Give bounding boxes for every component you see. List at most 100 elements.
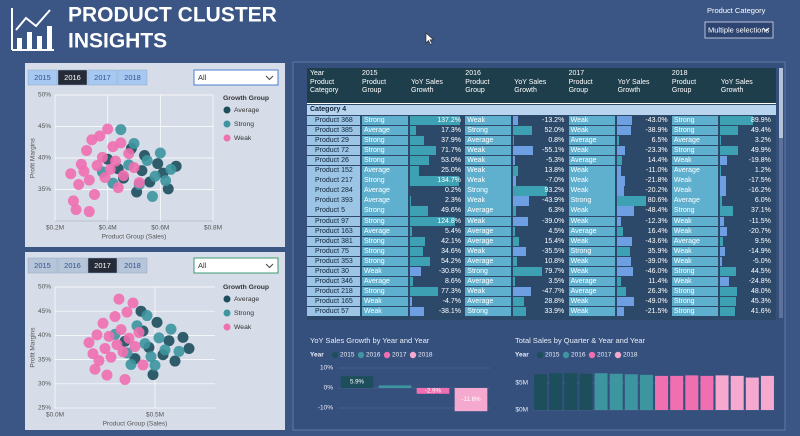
growth-cell: -46.0% [616,266,670,277]
year-button[interactable] [87,257,118,274]
group-cell: Strong [362,146,408,156]
title-line: PRODUCT CLUSTER [68,4,277,27]
group-cell: Weak [671,226,718,236]
group-name: Weak [467,287,486,295]
product-cell: Product 353 [307,256,360,266]
dropdown[interactable] [193,69,279,86]
year-button[interactable] [57,69,88,86]
growth-value: -23.3% [645,147,668,155]
product-cell: Product 381 [307,236,360,246]
year-button[interactable] [57,257,88,274]
scatter-point [165,163,177,175]
legend-swatch [223,120,231,128]
scatter-point [139,338,151,350]
product-name: Product 353 [315,257,353,265]
scrollbar[interactable] [779,68,783,318]
group-name: Average [364,227,390,235]
y-tick-label: 45% [38,123,51,130]
growth-cell: -16.2% [719,186,773,196]
x-tick-label: $0.6M [151,225,169,232]
scatter-point [123,332,135,344]
growth-cell: 14.4% [616,156,670,166]
group-name: Average [673,197,700,205]
scatter-point [70,204,82,216]
growth-value: 35.9% [647,247,668,255]
scatter-point [111,339,123,351]
data-bar [616,236,633,246]
group-cell: Weak [362,306,408,317]
growth-cell: 25.0% [410,166,463,176]
group-name: Weak [570,117,589,124]
group-name: Strong [364,177,385,185]
scatter-point [115,124,127,136]
growth-value: 53.0% [441,157,461,165]
y-tick-label: 0% [324,385,334,392]
growth-cell: 3.2% [719,136,773,146]
growth-value: -20.7% [748,227,771,235]
growth-value: -17.5% [748,177,771,185]
data-bar [719,146,739,156]
header-text: YoY Sales Growth [514,79,547,94]
year-button[interactable] [27,69,58,86]
growth-value: 41.6% [751,307,771,315]
growth-cell: -43.6% [616,236,670,246]
growth-cell: 37.1% [719,206,773,216]
scatter-point [83,174,95,186]
year-button[interactable] [117,69,148,86]
year-button[interactable] [27,257,58,274]
growth-cell: -12.3% [616,216,670,226]
scrollbar-thumb[interactable] [779,68,783,138]
growth-value: 33.9% [544,307,565,315]
growth-cell: 49.9% [719,146,773,156]
filter-dropdown[interactable] [704,21,774,39]
filter-label: Product Category [707,6,766,15]
data-bar [410,196,411,206]
growth-cell: 11.4% [616,276,670,287]
group-cell: Weak [568,186,615,196]
year-button[interactable] [87,69,118,86]
header-text: Year [310,70,325,77]
year-button-label: 2017 [94,261,111,270]
growth-cell: -55.1% [513,146,566,156]
growth-cell: 89.9% [719,116,773,126]
growth-value: 0.8% [548,137,565,145]
group-cell: Weak [362,296,408,307]
group-cell: Weak [568,306,615,317]
legend-label: Weak [234,324,252,331]
scatter-point [128,161,140,173]
data-bar [410,206,429,216]
data-bar [410,156,430,166]
scatter-point [121,306,133,318]
growth-cell: -21.5% [616,306,670,317]
x-tick-label: $0.5M [146,412,164,419]
growth-cell: 0.8% [513,136,566,146]
group-name: Weak [467,157,486,165]
legend-label: Strong [234,121,254,128]
group-name: Strong [364,157,385,165]
growth-value: -19.8% [748,157,771,165]
group-cell: Weak [568,266,615,277]
dropdown[interactable] [193,257,279,274]
y-tick-label: -10% [318,405,333,412]
data-bar [513,236,519,246]
product-cell: Product 5 [307,206,360,216]
group-cell: Average [671,236,718,246]
data-bar [513,166,519,176]
growth-cell: -39.0% [513,216,566,226]
group-cell: Strong [568,196,615,206]
product-name: Product 29 [315,137,349,145]
year-button[interactable] [117,257,148,274]
group-cell: Average [568,286,615,297]
group-cell: Average [465,296,512,307]
group-cell: Weak [465,166,512,176]
group-name: Average [467,277,494,285]
bar [685,375,699,410]
y-tick-label: 25% [38,405,51,412]
group-name: Weak [467,147,486,155]
growth-cell: 37.9% [410,136,463,146]
group-cell: Weak [568,256,615,266]
growth-value: -30.8% [438,267,461,275]
growth-value: 71.7% [441,147,461,155]
growth-value: -24.8% [748,277,771,285]
group-name: Strong [364,257,385,265]
